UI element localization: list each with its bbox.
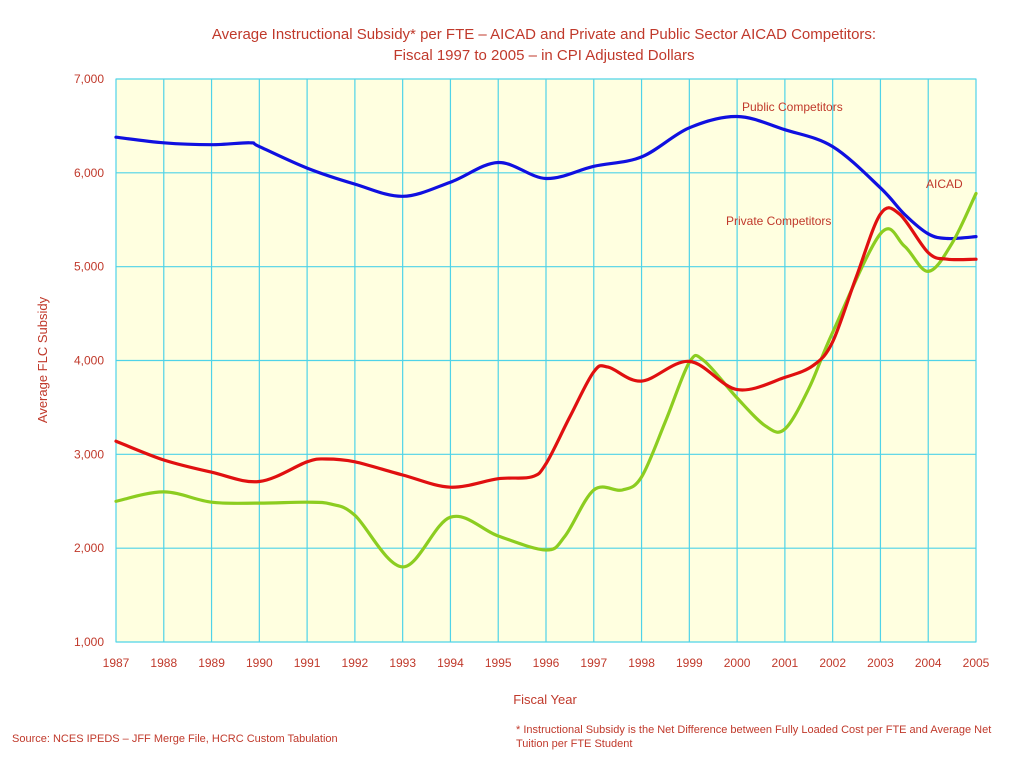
x-tick-label: 1991	[294, 656, 321, 670]
x-tick-label: 1996	[533, 656, 560, 670]
x-tick-label: 2000	[724, 656, 751, 670]
x-tick-label: 1999	[676, 656, 703, 670]
label-aicad: AICAD	[926, 177, 963, 191]
series-line-aicad	[114, 206, 978, 489]
x-tick-label: 1997	[580, 656, 607, 670]
y-tick-label: 4,000	[74, 354, 104, 368]
footnote: * Instructional Subsidy is the Net Diffe…	[516, 724, 992, 750]
x-tick-label: 1990	[246, 656, 273, 670]
x-tick-label: 1988	[150, 656, 177, 670]
y-tick-label: 1,000	[74, 635, 104, 649]
y-tick-label: 7,000	[74, 72, 104, 86]
y-tick-label: 5,000	[74, 260, 104, 274]
x-tick-label: 1992	[342, 656, 369, 670]
x-tick-label: 2003	[867, 656, 894, 670]
y-axis-ticks: 1,000 2,000 3,000 4,000 5,000 6,000 7,000	[74, 72, 104, 649]
x-tick-label: 2004	[915, 656, 942, 670]
x-tick-label: 1993	[389, 656, 416, 670]
x-tick-label: 2005	[963, 656, 990, 670]
x-axis-label: Fiscal Year	[513, 692, 577, 707]
x-axis-ticks: 1987 1988 1989 1990 1991 1992 1993 1994 1995 1996…	[103, 656, 990, 670]
series-lines	[114, 114, 978, 569]
label-public-competitors: Public Competitors	[742, 100, 843, 114]
plot-border	[115, 78, 977, 643]
x-tick-label: 1998	[628, 656, 655, 670]
x-tick-label: 1995	[485, 656, 512, 670]
y-tick-label: 3,000	[74, 447, 104, 461]
label-private-competitors: Private Competitors	[726, 214, 831, 228]
chart-title-line-1: Average Instructional Subsidy* per FTE –…	[211, 26, 877, 43]
x-tick-label: 2002	[819, 656, 846, 670]
x-tick-label: 1989	[198, 656, 225, 670]
x-tick-label: 2001	[772, 656, 799, 670]
y-tick-label: 6,000	[74, 166, 104, 180]
x-tick-label: 1987	[103, 656, 130, 670]
series-line-public-competitors	[114, 114, 978, 241]
x-tick-label: 1994	[437, 656, 464, 670]
source-note: Source: NCES IPEDS – JFF Merge File, HCR…	[12, 733, 338, 745]
chart-title: Average Instructional Subsidy* per FTE –…	[0, 24, 1024, 66]
y-axis-label: Average FLC Subsidy	[35, 296, 50, 423]
chart-title-line-2: Fiscal 1997 to 2005 – in CPI Adjusted Do…	[393, 47, 695, 64]
y-tick-label: 2,000	[74, 541, 104, 555]
